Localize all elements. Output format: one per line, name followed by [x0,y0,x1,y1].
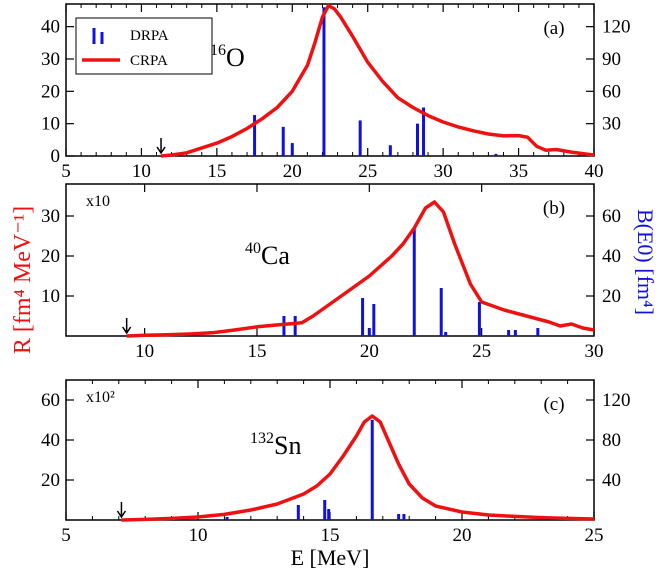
x-tick-label: 15 [207,161,226,182]
y-tick-label-right: 90 [602,49,621,70]
x-tick-label: 10 [135,341,154,362]
legend-crpa-label: CRPA [130,53,168,69]
x-tick-label: 5 [61,525,71,546]
panel-c: 5 10 15 20 25 20 40 60 40 80 120 (c) 132Sn x10² [41,379,631,546]
x-tick-label: 20 [453,525,472,546]
nucleus-label: 40Ca [245,240,290,270]
x-tick-label: 15 [321,525,340,546]
x-tick-label: 35 [509,161,528,182]
y-tick-label-right: 120 [602,17,631,38]
y-tick-label-left: 20 [41,470,60,491]
y-tick-label-left: 60 [41,390,60,411]
y-tick-label-left: 40 [41,430,60,451]
x-tick-label: 25 [585,525,604,546]
y-tick-label-left: 10 [41,286,60,307]
legend-drpa-label: DRPA [130,28,169,44]
panel-label: (c) [543,394,564,415]
y-axis-label-left: R [fm⁴ MeV⁻¹] [10,206,36,354]
x-tick-label: 40 [585,161,604,182]
y-tick-label-right: 40 [602,246,621,267]
y-tick-label-right: 60 [602,206,621,227]
crpa-curve [121,414,595,522]
x-tick-label: 10 [132,161,151,182]
threshold-arrow-head [116,510,127,519]
panel-frame [65,183,595,337]
panel-a: 5 10 15 20 25 30 35 40010203040306090120(a)16OD… [41,3,631,182]
nucleus-label: 132Sn [250,430,301,460]
crpa-curve [160,3,595,158]
panel-label: (a) [543,18,564,39]
panel-b: 10 15 20 25 30 10 20 30 20 40 60 (b) 40Ca x10 [41,183,621,362]
y-axis-label-right: B(E0) [fm⁴] [633,209,658,315]
y-tick-label-right: 60 [602,81,621,102]
panel-frame [65,3,595,157]
x-axis-label: E [MeV] [291,545,370,570]
x-tick-label: 30 [585,341,604,362]
crpa-curve [126,200,595,338]
y-tick-label-right: 80 [602,430,621,451]
y-tick-label-left: 20 [41,81,60,102]
scale-note: x10² [86,389,115,406]
threshold-arrow-head [122,326,132,335]
x-tick-label: 10 [189,525,208,546]
x-tick-label: 30 [434,161,453,182]
scale-note: x10 [86,193,110,210]
x-tick-label: 25 [472,341,491,362]
y-tick-label-left: 10 [41,114,60,135]
y-tick-label-right: 30 [602,114,621,135]
y-tick-label-right: 20 [602,286,621,307]
panel-label: (b) [543,198,565,219]
y-tick-label-left: 40 [41,17,60,38]
y-tick-label-left: 20 [41,246,60,267]
y-tick-label-left: 30 [41,49,60,70]
x-tick-label: 20 [283,161,302,182]
y-tick-label-right: 40 [602,470,621,491]
legend-box [75,17,213,75]
x-tick-label: 15 [247,341,266,362]
nucleus-label: 16O [210,42,245,72]
panel-frame [65,379,595,521]
x-tick-label: 5 [61,161,71,182]
legend: DRPA CRPA [75,17,213,75]
threshold-arrow-head [156,146,166,155]
panels: 5 10 15 20 25 30 35 40010203040306090120(a)16OD… [41,3,631,546]
y-tick-label-left: 0 [51,146,61,167]
x-tick-label: 25 [358,161,377,182]
y-tick-label-left: 30 [41,206,60,227]
x-tick-label: 20 [360,341,379,362]
y-tick-label-right: 120 [602,390,631,411]
